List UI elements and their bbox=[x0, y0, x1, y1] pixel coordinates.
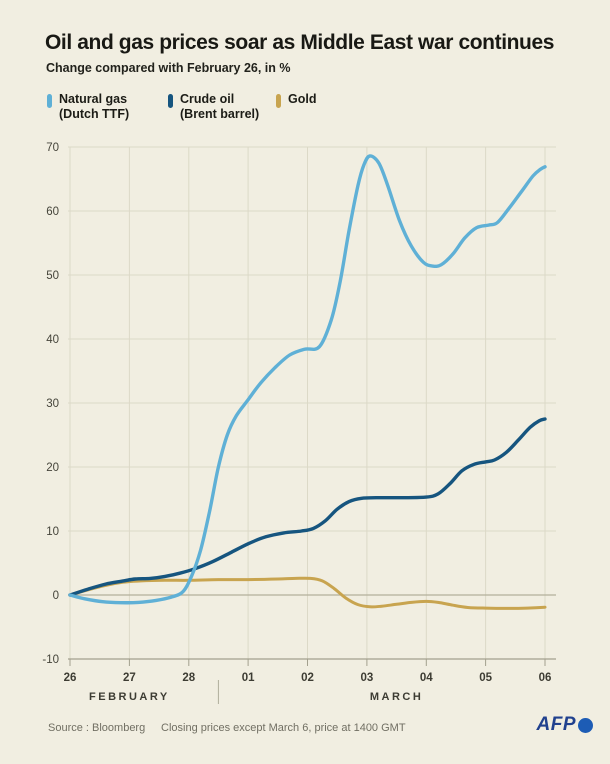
x-tick-label: 04 bbox=[420, 672, 433, 684]
legend-swatch-crude-oil bbox=[168, 94, 173, 108]
y-tick-label: 20 bbox=[46, 462, 59, 474]
afp-logo: AFP bbox=[536, 714, 593, 736]
afp-logo-dot-icon bbox=[578, 717, 593, 733]
legend-label-line1: Gold bbox=[288, 92, 317, 106]
afp-logo-text: AFP bbox=[536, 714, 576, 735]
y-tick-label: -10 bbox=[42, 654, 59, 666]
y-tick-label: 0 bbox=[53, 590, 59, 602]
y-tick-label: 10 bbox=[46, 526, 59, 538]
series-natural-gas bbox=[68, 154, 547, 605]
x-tick-label: 26 bbox=[64, 672, 77, 684]
legend-item-crude-oil: Crude oil (Brent barrel) bbox=[168, 92, 259, 122]
legend-swatch-natural-gas bbox=[47, 94, 52, 108]
y-tick-label: 60 bbox=[46, 206, 59, 218]
x-tick-label: 05 bbox=[479, 672, 492, 684]
source-label: Source : Bloomberg bbox=[48, 722, 146, 734]
series-gold bbox=[68, 576, 547, 610]
legend-label-natural-gas: Natural gas (Dutch TTF) bbox=[59, 92, 129, 122]
legend-item-natural-gas: Natural gas (Dutch TTF) bbox=[47, 92, 129, 122]
legend-label-line1: Natural gas bbox=[59, 92, 128, 106]
month-label-march: MARCH bbox=[370, 691, 423, 703]
page-title: Oil and gas prices soar as Middle East w… bbox=[45, 31, 555, 54]
y-tick-label: 50 bbox=[46, 270, 59, 282]
x-tick-label: 01 bbox=[242, 672, 255, 684]
footnote: Closing prices except March 6, price at … bbox=[161, 722, 406, 734]
y-tick-label: 70 bbox=[46, 142, 59, 154]
legend-label-crude-oil: Crude oil (Brent barrel) bbox=[180, 92, 259, 122]
y-tick-label: 30 bbox=[46, 398, 59, 410]
x-tick-label: 02 bbox=[301, 672, 314, 684]
x-tick-label: 06 bbox=[539, 672, 552, 684]
legend-item-gold: Gold bbox=[276, 92, 316, 108]
x-tick-label: 03 bbox=[361, 672, 374, 684]
legend-label-gold: Gold bbox=[288, 92, 316, 108]
x-tick-label: 28 bbox=[182, 672, 195, 684]
month-label-february: FEBRUARY bbox=[89, 691, 170, 703]
series-crude-oil bbox=[68, 417, 547, 597]
page-subtitle: Change compared with February 26, in % bbox=[46, 61, 291, 75]
legend-label-line2: (Dutch TTF) bbox=[59, 107, 130, 121]
legend-label-line2: (Brent barrel) bbox=[180, 107, 260, 121]
x-tick-label: 27 bbox=[123, 672, 136, 684]
y-tick-label: 40 bbox=[46, 334, 59, 346]
legend-swatch-gold bbox=[276, 94, 281, 108]
legend-label-line1: Crude oil bbox=[180, 92, 235, 106]
